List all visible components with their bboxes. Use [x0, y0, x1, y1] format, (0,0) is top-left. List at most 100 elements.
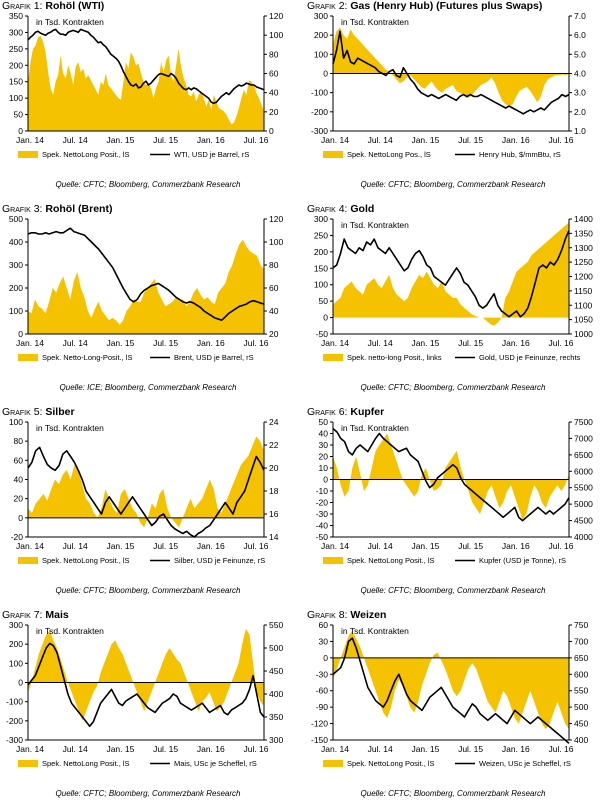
- chart-name: Gas (Henry Hub) (Futures plus Swaps): [347, 0, 543, 12]
- x-tick-label: Jan. 14: [16, 744, 44, 754]
- left-tick-label: 350: [9, 11, 23, 21]
- right-tick-label: 400: [269, 689, 283, 699]
- right-tick-label: 6000: [574, 466, 593, 476]
- source-note: Quelle: CFTC; Bloomberg, Commerzbank Res…: [55, 789, 241, 798]
- unit-label: in Tsd. Kontrakten: [341, 423, 409, 433]
- right-tick-label: 700: [574, 636, 588, 646]
- left-tick-label: -30: [316, 509, 329, 519]
- left-tick-label: -50: [316, 329, 329, 339]
- right-tick-label: 1.0: [574, 126, 586, 136]
- chart-number: Grafik 8:: [307, 609, 348, 621]
- x-tick-label: Jan. 16: [197, 135, 225, 145]
- x-tick-label: Jan. 15: [106, 338, 134, 348]
- right-tick-label: 7.0: [574, 11, 586, 21]
- series-line: [27, 642, 265, 727]
- right-tick-label: 750: [574, 620, 588, 630]
- x-tick-label: Jul. 16: [548, 744, 573, 754]
- left-tick-label: 10: [319, 463, 329, 473]
- left-tick-label: 0: [323, 653, 328, 663]
- source-note: Quelle: ICE; Bloomberg, Commerzbank Rese…: [59, 383, 237, 392]
- x-tick-label: Jan. 15: [411, 541, 439, 551]
- x-tick-label: Jul. 15: [458, 744, 483, 754]
- x-tick-label: Jul. 14: [368, 744, 393, 754]
- left-tick-label: -40: [316, 521, 329, 531]
- legend-area-label: Spek. Netto-Long-Posit., lS: [42, 353, 132, 362]
- x-tick-label: Jul. 15: [458, 541, 483, 551]
- right-tick-label: 450: [269, 666, 283, 676]
- right-tick-label: 600: [574, 669, 588, 679]
- right-tick-label: 20: [269, 107, 279, 117]
- x-tick-label: Jul. 15: [153, 338, 178, 348]
- x-tick-label: Jul. 16: [548, 541, 573, 551]
- series-area: [28, 628, 264, 721]
- left-tick-label: 0: [18, 513, 23, 523]
- right-tick-label: 450: [574, 719, 588, 729]
- right-tick-label: 550: [269, 620, 283, 630]
- right-tick-label: 7500: [574, 417, 593, 427]
- x-tick-label: Jul. 16: [243, 338, 268, 348]
- legend-area-swatch: [323, 557, 343, 564]
- series-line: [27, 227, 265, 321]
- series-line: [27, 446, 265, 538]
- right-tick-label: 80: [269, 260, 279, 270]
- left-tick-label: 40: [319, 429, 329, 439]
- chart-number: Grafik 3:: [2, 203, 43, 215]
- right-tick-label: 0: [269, 126, 274, 136]
- x-tick-label: Jan. 15: [106, 135, 134, 145]
- left-tick-label: 150: [9, 77, 23, 87]
- left-tick-label: 300: [9, 620, 23, 630]
- left-tick-label: -100: [311, 88, 328, 98]
- left-tick-label: 150: [314, 263, 328, 273]
- left-tick-label: 100: [9, 93, 23, 103]
- x-tick-label: Jan. 15: [411, 744, 439, 754]
- right-tick-label: 550: [574, 686, 588, 696]
- right-tick-label: 6.0: [574, 30, 586, 40]
- left-tick-label: 500: [9, 214, 23, 224]
- legend-area-label: Spek. NettoLong Posit., lS: [42, 759, 130, 768]
- left-tick-label: 100: [9, 306, 23, 316]
- x-tick-label: Jul. 14: [368, 541, 393, 551]
- legend-line-label: Brent, USD je Barrel, rS: [174, 353, 254, 362]
- right-tick-label: 4.0: [574, 69, 586, 79]
- right-tick-label: 4500: [574, 516, 593, 526]
- x-tick-label: Jan. 15: [411, 135, 439, 145]
- x-tick-label: Jul. 16: [548, 338, 573, 348]
- x-tick-label: Jul. 15: [458, 135, 483, 145]
- source-note: Quelle: CFTC; Bloomberg, Commerzbank Res…: [360, 789, 546, 798]
- chart-panel-7: Grafik 7: Mais -300 -200 -100 0 100 200 300 300 3…: [0, 609, 296, 808]
- right-tick-label: 20: [269, 329, 279, 339]
- left-tick-label: 200: [9, 60, 23, 70]
- series-line: [27, 28, 265, 104]
- left-tick-label: -200: [311, 107, 328, 117]
- x-tick-label: Jan. 15: [106, 744, 134, 754]
- right-tick-label: 1100: [574, 300, 593, 310]
- unit-label: in Tsd. Kontrakten: [36, 17, 104, 27]
- x-tick-label: Jan. 16: [502, 541, 530, 551]
- chart-title: Grafik 3: Rohöl (Brent): [2, 203, 112, 215]
- right-tick-label: 1000: [574, 329, 593, 339]
- chart-name: Rohöl (WTI): [42, 0, 105, 12]
- chart-name: Weizen: [347, 609, 387, 621]
- chart-title: Grafik 5: Silber: [2, 406, 75, 418]
- right-tick-label: 60: [269, 283, 279, 293]
- right-tick-label: 22: [269, 440, 279, 450]
- right-tick-label: 1200: [574, 272, 593, 282]
- legend-line-label: Weizen, USc je Scheffel, rS: [479, 759, 571, 768]
- unit-label: in Tsd. Kontrakten: [341, 17, 409, 27]
- chart-svg: 0 50 100 150 200 250 300 350 0 20 40 60 80 100 120 Jan.…: [9, 11, 284, 159]
- right-tick-label: 1050: [574, 315, 593, 325]
- legend-line-label: Henry Hub, $/mmBtu, rS: [479, 150, 561, 159]
- chart-title: Grafik 1: Rohöl (WTI): [2, 0, 104, 12]
- legend-line-label: Silber, USD je Feinunze, rS: [174, 556, 265, 565]
- left-tick-label: 80: [14, 436, 24, 446]
- x-tick-label: Jan. 15: [106, 541, 134, 551]
- chart-title: Grafik 2: Gas (Henry Hub) (Futures plus …: [307, 0, 542, 12]
- right-tick-label: 120: [269, 214, 283, 224]
- x-tick-label: Jul. 14: [63, 744, 88, 754]
- left-tick-label: 300: [314, 11, 328, 21]
- right-tick-label: 20: [269, 463, 279, 473]
- series-area: [333, 433, 569, 520]
- x-tick-label: Jul. 15: [153, 541, 178, 551]
- right-tick-label: 16: [269, 509, 279, 519]
- chart-panel-3: Grafik 3: Rohöl (Brent) 0 100 200 300 400 500 2…: [0, 203, 296, 403]
